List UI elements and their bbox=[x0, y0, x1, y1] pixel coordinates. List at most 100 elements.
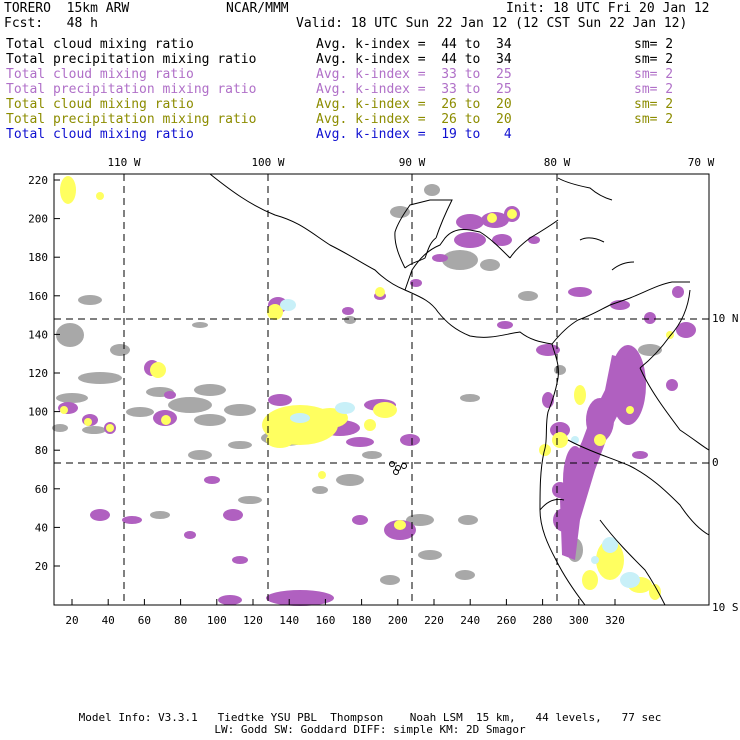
grid-y-label: 40 bbox=[35, 521, 48, 534]
grid-x-label: 20 bbox=[65, 614, 78, 627]
legend-kindex: Avg. k-index = 19 to 4 bbox=[316, 127, 512, 142]
mid-kindex-area bbox=[184, 531, 196, 539]
low-kindex-area bbox=[406, 514, 434, 526]
mid-kindex-area bbox=[223, 509, 243, 521]
grid-x-label: 300 bbox=[569, 614, 589, 627]
low-kindex-area bbox=[344, 316, 356, 324]
mid-kindex-area bbox=[492, 234, 512, 246]
low-kindex-area bbox=[56, 323, 84, 347]
mid-kindex-area bbox=[346, 437, 374, 447]
low-kindex-area bbox=[228, 441, 252, 449]
high-kindex-area bbox=[552, 432, 568, 448]
high-kindex-area bbox=[267, 304, 283, 320]
coastline bbox=[639, 367, 710, 451]
grid-x-label: 60 bbox=[138, 614, 151, 627]
mid-kindex-area bbox=[410, 279, 422, 287]
mid-kindex-area bbox=[352, 515, 368, 525]
mid-kindex-area bbox=[218, 595, 242, 605]
mid-kindex-area bbox=[266, 590, 334, 606]
mid-kindex-area bbox=[454, 232, 486, 248]
low-kindex-area bbox=[380, 575, 400, 585]
latitude-label: 10 N bbox=[712, 312, 739, 325]
grid-x-label: 100 bbox=[207, 614, 227, 627]
mid-kindex-area bbox=[672, 286, 684, 298]
legend-field: Total cloud mixing ratio bbox=[6, 37, 194, 52]
grid-y-label: 140 bbox=[28, 328, 48, 341]
low-kindex-area bbox=[442, 250, 478, 270]
low-kindex-area bbox=[224, 404, 256, 416]
high-kindex-area bbox=[375, 287, 385, 297]
high-kindex-area bbox=[60, 176, 76, 204]
low-kindex-area bbox=[455, 570, 475, 580]
low-kindex-area bbox=[78, 295, 102, 305]
coastline bbox=[404, 237, 437, 269]
low-kindex-area bbox=[192, 322, 208, 328]
low-kindex-area bbox=[168, 397, 212, 413]
mid-kindex-area bbox=[632, 451, 648, 459]
center-name: NCAR/MMM bbox=[226, 1, 289, 16]
mid-kindex-area bbox=[164, 391, 176, 399]
legend-field: Total precipitation mixing ratio bbox=[6, 82, 257, 97]
high-kindex-area bbox=[373, 402, 397, 418]
high-kindex-area bbox=[487, 213, 497, 223]
low-kindex-area bbox=[126, 407, 154, 417]
grid-x-label: 200 bbox=[388, 614, 408, 627]
mid-kindex-area bbox=[342, 307, 354, 315]
longitude-label: 100 W bbox=[251, 156, 284, 169]
highest-kindex-area bbox=[620, 572, 640, 588]
longitude-label: 70 W bbox=[688, 156, 715, 169]
high-kindex-area bbox=[318, 471, 326, 479]
coastline bbox=[599, 519, 666, 606]
highest-kindex-area bbox=[602, 537, 618, 553]
highest-kindex-area bbox=[335, 402, 355, 414]
grid-x-label: 260 bbox=[496, 614, 516, 627]
mid-kindex-area bbox=[432, 254, 448, 262]
galapagos-island bbox=[389, 461, 395, 467]
mid-kindex-area bbox=[610, 300, 630, 310]
coastline bbox=[567, 439, 710, 536]
highest-kindex-area bbox=[591, 556, 599, 564]
grid-x-label: 240 bbox=[460, 614, 480, 627]
coastline bbox=[551, 281, 690, 345]
grid-y-label: 120 bbox=[28, 367, 48, 380]
grid-y-label: 20 bbox=[35, 560, 48, 573]
highest-kindex-area bbox=[290, 413, 310, 423]
low-kindex-area bbox=[78, 372, 122, 384]
longitude-label: 80 W bbox=[544, 156, 571, 169]
grid-y-label: 180 bbox=[28, 251, 48, 264]
init-time: Init: 18 UTC Fri 20 Jan 12 bbox=[506, 1, 710, 16]
coastline bbox=[509, 219, 559, 259]
mid-kindex-area bbox=[204, 476, 220, 484]
high-kindex-area bbox=[60, 406, 68, 414]
mid-kindex-area bbox=[268, 394, 292, 406]
coastline bbox=[539, 343, 586, 606]
mid-kindex-area bbox=[536, 344, 560, 356]
high-kindex-area bbox=[364, 419, 376, 431]
low-kindex-area bbox=[458, 515, 478, 525]
grid-x-label: 140 bbox=[279, 614, 299, 627]
mid-kindex-area bbox=[122, 516, 142, 524]
low-kindex-area bbox=[460, 394, 480, 402]
legend-kindex: Avg. k-index = 44 to 34 bbox=[316, 37, 512, 52]
high-kindex-area bbox=[150, 362, 166, 378]
coastline bbox=[394, 199, 453, 269]
legend-smoothing: sm= 2 bbox=[634, 67, 674, 82]
low-kindex-area bbox=[110, 344, 130, 356]
grid-y-label: 80 bbox=[35, 444, 48, 457]
footer-model-info: Model Info: V3.3.1 Tiedtke YSU PBL Thomp… bbox=[78, 711, 662, 724]
galapagos-island bbox=[401, 463, 407, 469]
grid-x-label: 280 bbox=[533, 614, 553, 627]
legend-kindex: Avg. k-index = 33 to 25 bbox=[316, 82, 512, 97]
coastline bbox=[579, 237, 605, 243]
high-kindex-area bbox=[626, 406, 634, 414]
grid-x-label: 320 bbox=[605, 614, 625, 627]
low-kindex-area bbox=[390, 206, 410, 218]
legend-smoothing: sm= 2 bbox=[634, 97, 674, 112]
legend-kindex: Avg. k-index = 44 to 34 bbox=[316, 52, 512, 67]
longitude-label: 90 W bbox=[399, 156, 426, 169]
mid-kindex-area bbox=[456, 214, 484, 230]
valid-time: Valid: 18 UTC Sun 22 Jan 12 (12 CST Sun … bbox=[296, 16, 688, 31]
high-kindex-area bbox=[596, 540, 624, 580]
low-kindex-area bbox=[554, 365, 566, 375]
low-kindex-area bbox=[82, 426, 106, 434]
